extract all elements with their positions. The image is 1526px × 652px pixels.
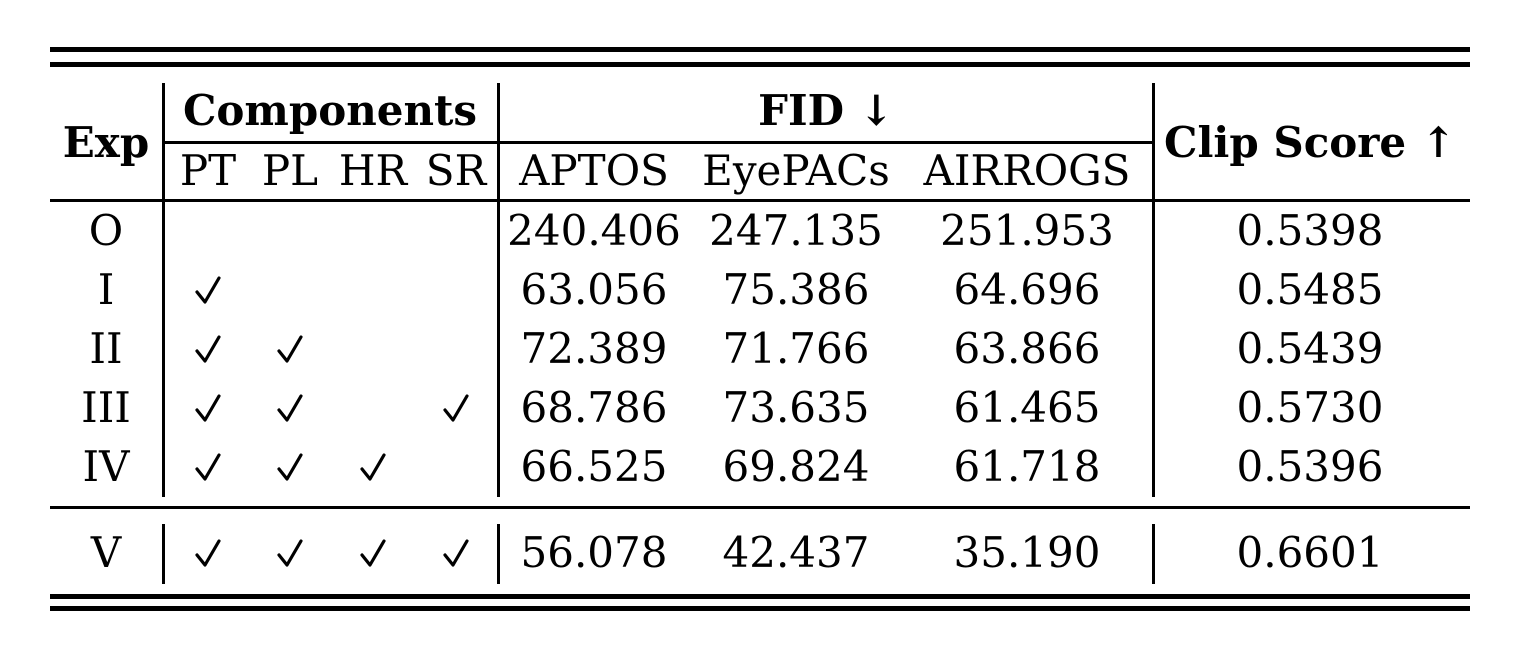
bottom-rule-inner <box>50 594 1470 599</box>
cell-exp: O <box>88 206 124 255</box>
checkmark-icon <box>276 452 304 482</box>
cell-exp: IV <box>82 442 130 491</box>
header-clip-score: Clip Score ↑ <box>1164 118 1456 167</box>
bottom-rule-outer <box>50 606 1470 611</box>
col-eyepacs: EyePACs <box>702 146 890 195</box>
col-hr: HR <box>338 146 408 195</box>
col-aptos: APTOS <box>519 146 669 195</box>
checkmark-icon <box>194 334 222 364</box>
vrule-final-fid <box>1152 524 1155 584</box>
cell-aptos: 63.056 <box>520 265 668 314</box>
checkmark-icon <box>359 452 387 482</box>
vrule-final-components <box>497 524 500 584</box>
cell-exp: III <box>81 383 131 432</box>
cell-clip-score: 0.5485 <box>1236 265 1384 314</box>
cell-eyepacs: 71.766 <box>722 324 870 373</box>
checkmark-icon <box>194 275 222 305</box>
col-pl: PL <box>261 146 319 195</box>
checkmark-icon <box>442 538 470 568</box>
cell-exp: II <box>89 324 123 373</box>
cell-airrogs: 61.718 <box>953 442 1101 491</box>
cell-clip-score: 0.5730 <box>1236 383 1384 432</box>
summary-rule <box>50 506 1470 509</box>
cell-aptos: 56.078 <box>520 528 668 577</box>
cell-clip-score: 0.5396 <box>1236 442 1384 491</box>
header-rule <box>50 199 1470 202</box>
checkmark-icon <box>359 538 387 568</box>
col-sr: SR <box>425 146 487 195</box>
cell-eyepacs: 247.135 <box>709 206 883 255</box>
col-pt: PT <box>179 146 237 195</box>
checkmark-icon <box>194 538 222 568</box>
cell-aptos: 66.525 <box>520 442 668 491</box>
cell-clip-score: 0.6601 <box>1236 528 1384 577</box>
checkmark-icon <box>442 393 470 423</box>
cell-airrogs: 251.953 <box>940 206 1114 255</box>
cell-airrogs: 61.465 <box>953 383 1101 432</box>
top-rule-inner <box>50 62 1470 67</box>
vrule-after-fid <box>1152 83 1155 497</box>
cell-eyepacs: 42.437 <box>722 528 870 577</box>
col-airrogs: AIRROGS <box>923 146 1131 195</box>
cell-aptos: 72.389 <box>520 324 668 373</box>
checkmark-icon <box>194 393 222 423</box>
checkmark-icon <box>276 393 304 423</box>
cell-airrogs: 35.190 <box>953 528 1101 577</box>
header-exp: Exp <box>62 118 150 167</box>
checkmark-icon <box>276 538 304 568</box>
checkmark-icon <box>194 452 222 482</box>
vrule-after-components <box>497 83 500 497</box>
vrule-final-exp <box>162 524 165 584</box>
cell-clip-score: 0.5439 <box>1236 324 1384 373</box>
header-components: Components <box>182 86 478 135</box>
cell-exp: V <box>90 528 122 577</box>
cell-aptos: 68.786 <box>520 383 668 432</box>
cell-clip-score: 0.5398 <box>1236 206 1384 255</box>
header-fid: FID ↓ <box>758 86 894 135</box>
cell-eyepacs: 69.824 <box>722 442 870 491</box>
cell-eyepacs: 75.386 <box>722 265 870 314</box>
checkmark-icon <box>276 334 304 364</box>
cell-airrogs: 63.866 <box>953 324 1101 373</box>
top-rule-outer <box>50 47 1470 52</box>
subheader-rule <box>163 141 1153 144</box>
cell-airrogs: 64.696 <box>953 265 1101 314</box>
cell-exp: I <box>97 265 115 314</box>
cell-aptos: 240.406 <box>507 206 681 255</box>
vrule-after-exp <box>162 83 165 497</box>
cell-eyepacs: 73.635 <box>722 383 870 432</box>
